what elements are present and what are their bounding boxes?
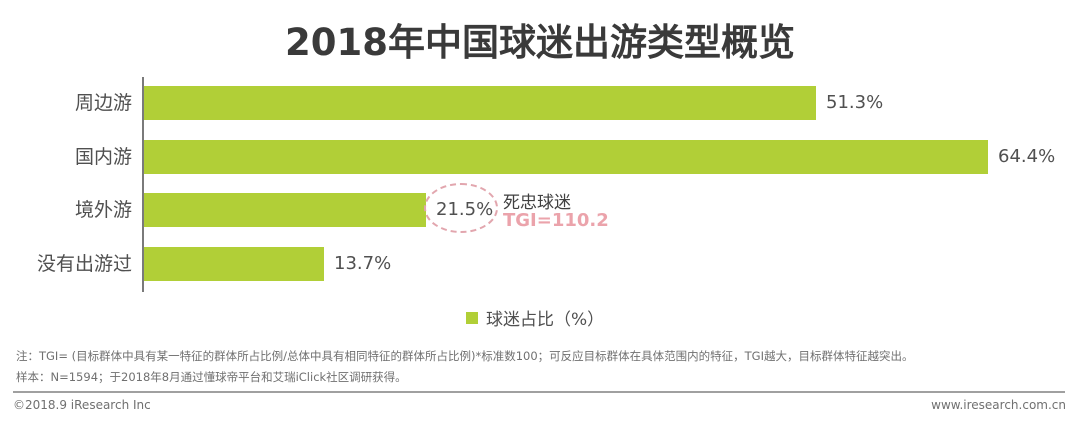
category-label: 国内游 [74, 146, 132, 168]
website-link[interactable]: www.iresearch.com.cn [931, 398, 1066, 412]
category-label: 没有出游过 [36, 253, 132, 275]
footer-divider [13, 391, 1065, 393]
note-tgi-definition: 注：TGI= (目标群体中具有某一特征的群体所占比例/总体中具有相同特征的群体所… [16, 349, 914, 363]
copyright: ©2018.9 iResearch Inc [13, 398, 151, 412]
value-label: 64.4% [998, 146, 1056, 167]
bar-jingwai [144, 193, 426, 227]
category-label: 境外游 [74, 199, 132, 221]
bar-guonei [144, 140, 988, 174]
bar-zhoubian [144, 86, 816, 120]
legend: 球迷占比（%） [466, 305, 604, 330]
legend-label: 球迷占比（%） [486, 310, 605, 330]
highlight-dashed-ellipse [424, 183, 498, 233]
category-label: 周边游 [74, 92, 132, 114]
value-label: 13.7% [334, 253, 392, 274]
note-sample: 样本：N=1594；于2018年8月通过懂球帝平台和艾瑞iClick社区调研获得… [16, 370, 407, 384]
annotation-tgi: TGI=110.2 [503, 210, 609, 231]
value-label: 51.3% [826, 92, 884, 113]
chart-title: 2018年中国球迷出游类型概览 [285, 21, 795, 64]
annotation-name: 死忠球迷 [503, 193, 571, 213]
y-axis-line [142, 77, 144, 292]
bar-meiyou [144, 247, 324, 281]
legend-swatch-icon [466, 311, 478, 324]
